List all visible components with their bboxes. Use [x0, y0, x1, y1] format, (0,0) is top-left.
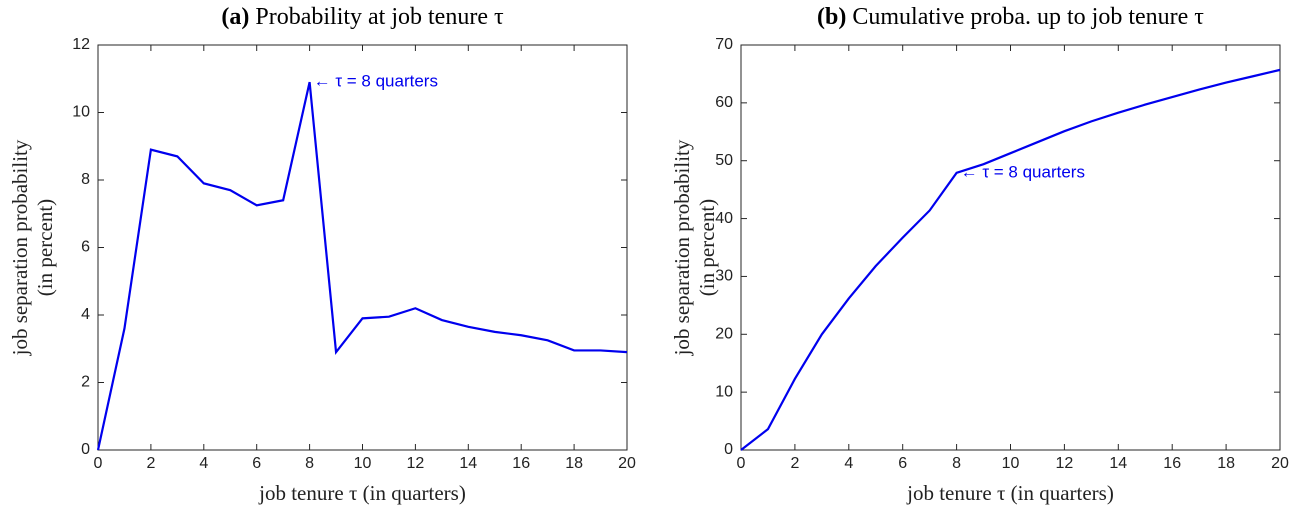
x-tick-label: 12	[1056, 455, 1074, 472]
y-tick-label: 12	[72, 36, 90, 53]
y-tick-label: 8	[81, 171, 90, 188]
x-tick-label: 4	[199, 455, 208, 472]
x-tick-label: 2	[146, 455, 155, 472]
chart-title: (b) Cumulative proba. up to job tenure τ	[817, 4, 1204, 30]
y-tick-label: 60	[715, 94, 733, 111]
y-axis-label: job separation probability	[670, 139, 694, 356]
title-text: Probability at job tenure τ	[255, 4, 504, 30]
x-tick-label: 6	[898, 455, 907, 472]
x-tick-label: 6	[252, 455, 261, 472]
y-tick-label: 2	[81, 374, 90, 391]
y-tick-label: 30	[715, 268, 733, 285]
y-tick-label: 4	[81, 306, 90, 323]
x-tick-label: 0	[737, 455, 746, 472]
y-tick-label: 0	[81, 441, 90, 458]
y-tick-label: 10	[72, 104, 90, 121]
x-tick-label: 16	[1163, 455, 1181, 472]
x-tick-label: 2	[790, 455, 799, 472]
annotation: ← τ = 8 quarters	[314, 72, 438, 91]
x-tick-label: 8	[952, 455, 961, 472]
x-tick-label: 10	[354, 455, 372, 472]
x-tick-label: 4	[844, 455, 853, 472]
data-line	[740, 68, 1281, 451]
plot-box	[97, 44, 628, 451]
title-label: (a)	[221, 4, 249, 30]
chart-title: (a) Probability at job tenure τ	[221, 4, 504, 30]
y-tick-label: 40	[715, 210, 733, 227]
y-axis-label: (in percent)	[33, 199, 57, 296]
y-tick-label: 10	[715, 383, 733, 400]
title-text: Cumulative proba. up to job tenure τ	[852, 4, 1204, 30]
panel: 0 2 4 6 8 10 12 14 16 18 20 0 2 4 6 8 10 12 (a) Probabilit…	[8, 4, 636, 505]
x-tick-label: 14	[459, 455, 477, 472]
x-tick-label: 10	[1002, 455, 1020, 472]
title-label: (b)	[817, 4, 846, 30]
panel: 0 2 4 6 8 10 12 14 16 18 20 0 10 20 30 40 50 60 70 (b) Cumu…	[670, 4, 1289, 505]
y-tick-label: 70	[715, 36, 733, 53]
x-tick-label: 20	[1271, 455, 1289, 472]
x-tick-label: 18	[565, 455, 583, 472]
x-tick-label: 12	[407, 455, 425, 472]
x-tick-label: 14	[1109, 455, 1127, 472]
y-axis-label: job separation probability	[8, 139, 32, 356]
x-tick-label: 0	[94, 455, 103, 472]
y-tick-label: 50	[715, 152, 733, 169]
y-tick-label: 20	[715, 326, 733, 343]
x-tick-label: 8	[305, 455, 314, 472]
y-tick-label: 0	[724, 441, 733, 458]
annotation: ← τ = 8 quarters	[961, 162, 1085, 181]
x-axis-label: job tenure τ (in quarters)	[906, 481, 1114, 505]
plot-box	[740, 44, 1281, 451]
data-line	[96, 81, 628, 451]
y-axis-label: (in percent)	[695, 199, 719, 296]
x-tick-label: 18	[1217, 455, 1235, 472]
x-tick-label: 16	[512, 455, 530, 472]
y-tick-label: 6	[81, 239, 90, 256]
x-axis-label: job tenure τ (in quarters)	[258, 481, 466, 505]
x-tick-label: 20	[618, 455, 636, 472]
